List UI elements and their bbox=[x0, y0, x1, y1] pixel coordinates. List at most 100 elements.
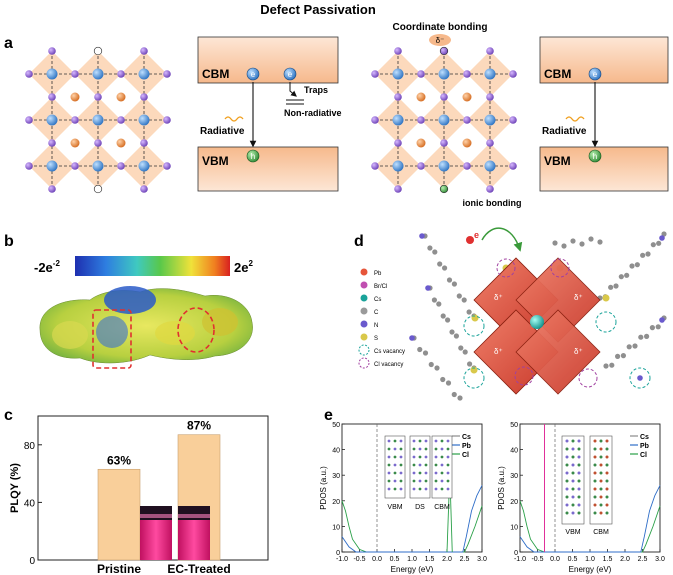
carbon-atom bbox=[462, 349, 468, 355]
cs-vacancy-marker bbox=[463, 367, 485, 389]
x-tick-label: 1.0 bbox=[407, 556, 417, 563]
plqy-bar-chart: PLQY (%) 0 40 80 63% Pristine 87% EC-Treated bbox=[9, 415, 269, 575]
trap-arrow bbox=[289, 82, 297, 97]
orbital-inset bbox=[409, 435, 431, 499]
legend-item-label: Pb bbox=[374, 271, 382, 277]
electron-icon bbox=[588, 67, 602, 81]
halide-atom bbox=[48, 93, 56, 101]
orbital-dot bbox=[599, 439, 603, 443]
orbital-dot bbox=[412, 447, 416, 451]
orbital-dot bbox=[577, 439, 581, 443]
orbital-dot bbox=[571, 471, 575, 475]
carbon-atom bbox=[437, 261, 443, 267]
pb-atom bbox=[484, 114, 496, 126]
orbital-dot bbox=[571, 447, 575, 451]
colorbar-min-label: -2e-2 bbox=[34, 259, 60, 275]
orbital-dot bbox=[434, 455, 438, 459]
halide-atom bbox=[93, 184, 103, 194]
carbon-atom bbox=[466, 309, 472, 315]
orbital-dot bbox=[577, 511, 581, 515]
non-radiative-label: Non-radiative bbox=[284, 108, 342, 118]
nitrogen-atom bbox=[425, 285, 431, 291]
orbital-dot bbox=[424, 455, 428, 459]
halide-atom bbox=[163, 70, 171, 78]
bar-value-label: 87% bbox=[187, 419, 211, 433]
x-tick-label: -1.0 bbox=[514, 556, 526, 563]
orbital-dot bbox=[393, 487, 397, 491]
esp-molecule-surface bbox=[39, 286, 253, 369]
legend-item-label: N bbox=[374, 323, 378, 329]
orbital-dot bbox=[446, 479, 450, 483]
pb-atom bbox=[92, 68, 104, 80]
carbon-atom bbox=[428, 361, 434, 368]
pb-atom bbox=[392, 68, 404, 80]
legend-swatch bbox=[360, 281, 368, 289]
panel-d-label: d bbox=[354, 233, 364, 250]
orbital-dot bbox=[424, 439, 428, 443]
halide-atom bbox=[486, 47, 494, 55]
y-tick-label: 0 bbox=[29, 556, 35, 567]
orbital-dot bbox=[424, 471, 428, 475]
carbon-atom bbox=[634, 262, 640, 268]
halide-atom bbox=[486, 185, 494, 193]
orbital-dot bbox=[605, 463, 609, 467]
carbon-atom bbox=[609, 362, 615, 368]
halide-atom bbox=[140, 47, 148, 55]
orbital-dot bbox=[577, 487, 581, 491]
halide-atom bbox=[440, 93, 448, 101]
bar-pristine bbox=[97, 468, 141, 561]
nitrogen-atom bbox=[637, 375, 643, 381]
delta-minus-label: δ⁻ bbox=[436, 36, 445, 45]
orbital-dot bbox=[605, 511, 609, 515]
conduction-band bbox=[539, 36, 669, 84]
orbital-dot bbox=[440, 471, 444, 475]
orbital-dot bbox=[412, 439, 416, 443]
halide-atom bbox=[117, 162, 125, 170]
halide-atom bbox=[25, 70, 33, 78]
halide-atom bbox=[394, 93, 402, 101]
pb-atom bbox=[438, 114, 450, 126]
electron-icon bbox=[283, 67, 297, 81]
orbital-dot bbox=[399, 463, 403, 467]
orbital-dot bbox=[605, 447, 609, 451]
legend-swatch bbox=[360, 268, 368, 276]
electron-transfer-arrow bbox=[481, 227, 523, 252]
x-tick-label: 2.5 bbox=[638, 556, 648, 563]
perovskite-lattice-pristine bbox=[25, 46, 171, 194]
halide-atom bbox=[140, 185, 148, 193]
carbon-atom bbox=[449, 329, 455, 335]
orbital-dot bbox=[440, 487, 444, 491]
carbon-atom bbox=[608, 284, 614, 290]
legend-label: Cl bbox=[462, 452, 469, 459]
y-tick-label: 50 bbox=[510, 422, 518, 429]
halide-atom bbox=[509, 70, 517, 78]
orbital-dot bbox=[599, 479, 603, 483]
carbon-atom bbox=[446, 277, 453, 283]
legend-label: Pb bbox=[640, 443, 649, 450]
orbital-dot bbox=[571, 503, 575, 507]
orbital-dot bbox=[412, 455, 416, 459]
y-axis-label: PLQY (%) bbox=[9, 463, 21, 513]
orbital-dot bbox=[599, 455, 603, 459]
orbital-dot bbox=[387, 479, 391, 483]
carbon-atom bbox=[467, 361, 473, 367]
electron-label: e bbox=[474, 230, 479, 240]
halide-atom bbox=[371, 70, 379, 78]
cl-pdos-curve bbox=[341, 500, 483, 553]
carbon-atom bbox=[461, 297, 467, 303]
carbon-atom bbox=[451, 391, 457, 398]
legend-swatch bbox=[358, 344, 370, 356]
orbital-dot bbox=[577, 503, 581, 507]
orbital-dot bbox=[605, 471, 609, 475]
orbital-dot bbox=[593, 495, 597, 499]
legend-swatch bbox=[360, 320, 368, 328]
pdos-plot-passivated: -1.0 -0.5 0.0 0.5 1.0 1.5 2.0 2.5 3.0 0 10 20 30 40 50… bbox=[497, 422, 665, 574]
orbital-dot bbox=[387, 439, 391, 443]
orbital-dot bbox=[605, 503, 609, 507]
orbital-dot bbox=[605, 487, 609, 491]
cs-atom bbox=[416, 138, 426, 148]
halide-atom bbox=[25, 162, 33, 170]
orbital-dot bbox=[605, 439, 609, 443]
photon-icon bbox=[224, 116, 244, 122]
halide-atom bbox=[440, 139, 448, 147]
